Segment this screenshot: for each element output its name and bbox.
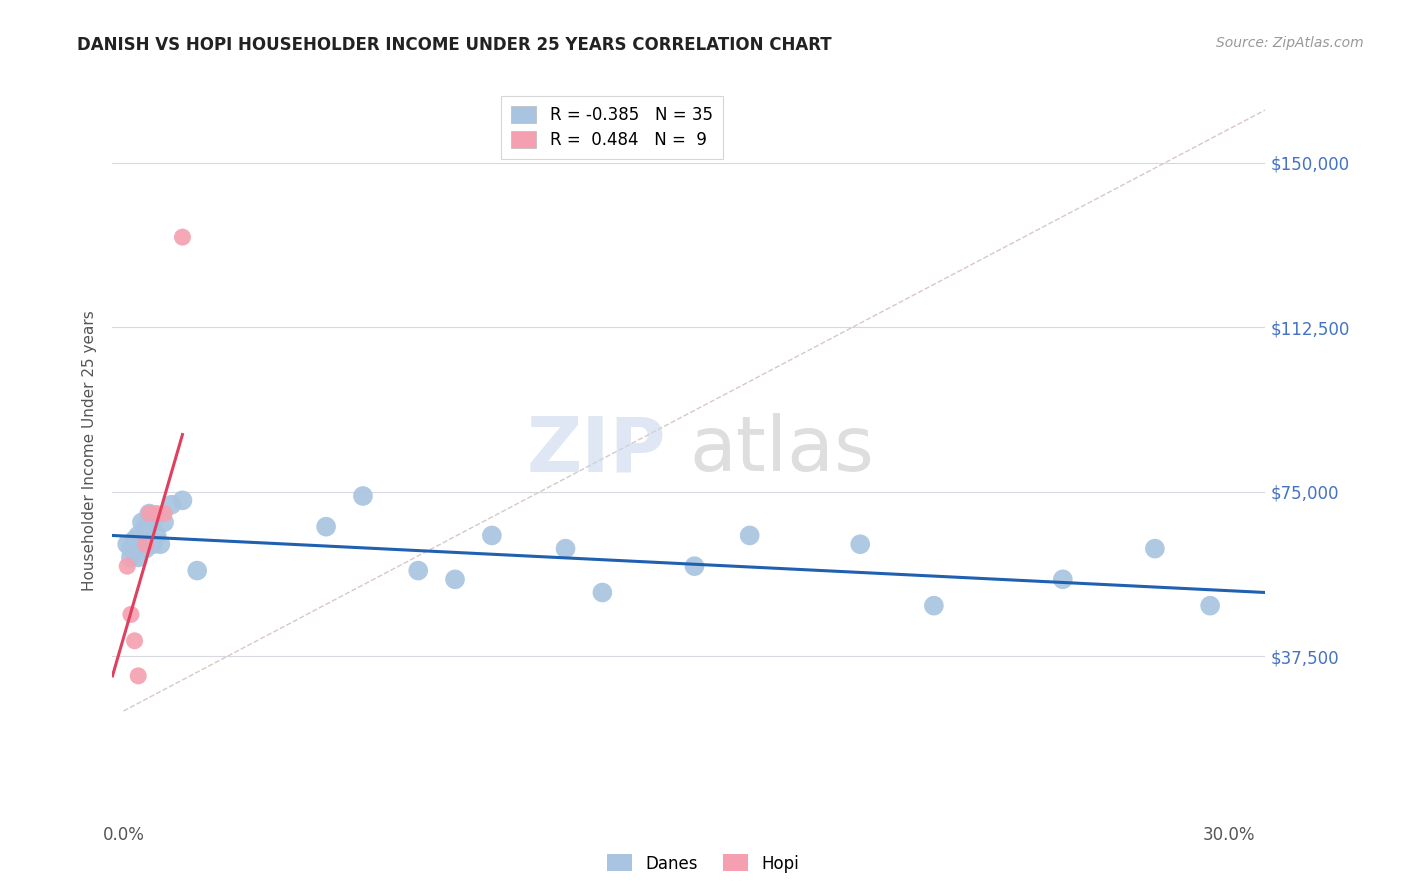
Point [1052,572,1074,586]
Point [138,533,160,547]
Point [149,537,172,551]
Point [124,633,146,648]
Text: Source: ZipAtlas.com: Source: ZipAtlas.com [1216,36,1364,50]
Point [120,607,142,622]
Point [153,507,176,521]
Text: ZIP: ZIP [526,414,666,487]
Point [131,537,153,551]
Point [352,489,374,503]
Point [172,493,194,508]
Point [738,528,761,542]
Point [1143,541,1166,556]
Text: DANISH VS HOPI HOUSEHOLDER INCOME UNDER 25 YEARS CORRELATION CHART: DANISH VS HOPI HOUSEHOLDER INCOME UNDER … [77,36,832,54]
Point [115,559,138,574]
Point [683,559,706,574]
Point [131,516,153,530]
Point [153,516,176,530]
Legend: Danes, Hopi: Danes, Hopi [600,847,806,880]
Text: atlas: atlas [689,414,873,487]
Point [135,537,157,551]
Point [115,537,138,551]
Point [145,507,167,521]
Point [315,519,337,533]
Point [142,537,165,551]
Point [124,546,146,560]
Point [138,507,160,521]
Point [142,516,165,530]
Point [172,230,194,244]
Point [481,528,503,542]
Point [120,541,142,556]
Point [444,572,467,586]
Point [922,599,945,613]
Point [120,550,142,565]
Point [124,533,146,547]
Point [135,541,157,556]
Point [135,519,157,533]
Point [591,585,613,599]
Y-axis label: Householder Income Under 25 years: Householder Income Under 25 years [82,310,97,591]
Point [849,537,872,551]
Point [406,564,429,578]
Point [1199,599,1222,613]
Point [160,498,183,512]
Legend: R = -0.385   N = 35, R =  0.484   N =  9: R = -0.385 N = 35, R = 0.484 N = 9 [502,96,723,159]
Point [127,550,149,565]
Point [186,564,208,578]
Point [554,541,576,556]
Point [145,528,167,542]
Point [127,528,149,542]
Point [138,507,160,521]
Point [127,669,149,683]
